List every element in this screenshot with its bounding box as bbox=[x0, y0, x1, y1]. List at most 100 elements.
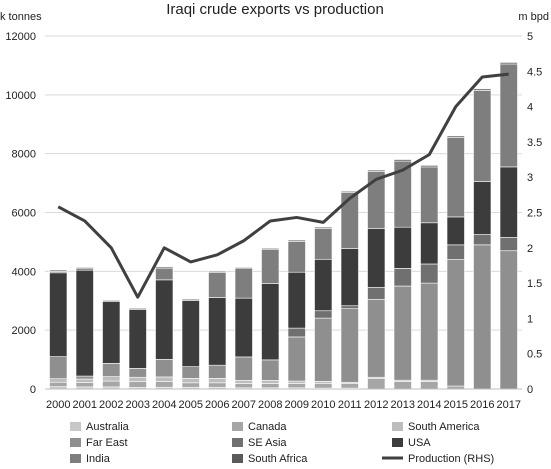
y-tick-label: 6000 bbox=[12, 208, 36, 220]
bar-segment bbox=[420, 263, 439, 284]
bar-segment bbox=[208, 382, 227, 388]
legend: Australia Canada South America Far East SE A… bbox=[70, 421, 494, 465]
legend-swatch bbox=[392, 438, 403, 447]
bar-segment bbox=[75, 378, 94, 383]
x-tick-label: 2001 bbox=[73, 399, 97, 411]
x-tick-label: 2010 bbox=[311, 399, 335, 411]
bar-segment bbox=[261, 249, 280, 284]
axis-layer: 0 2000 4000 6000 8000 10000 12000 0 0.5 1 1.5 2 2.5 3… bbox=[5, 31, 542, 411]
bar-segment bbox=[287, 327, 306, 338]
bar-segment bbox=[446, 135, 465, 138]
legend-swatch bbox=[392, 422, 403, 431]
chart-title: Iraqi crude exports vs production bbox=[166, 1, 384, 18]
x-tick-label: 2012 bbox=[364, 399, 388, 411]
bar-segment bbox=[314, 228, 333, 260]
bar-segment bbox=[314, 258, 333, 312]
x-tick-label: 2000 bbox=[46, 399, 70, 411]
bar-segment bbox=[181, 366, 200, 379]
legend-label: Far East bbox=[86, 437, 128, 449]
y-tick-label: 4000 bbox=[12, 266, 36, 278]
bar-segment bbox=[340, 383, 359, 389]
bar-segment bbox=[49, 269, 68, 272]
bar-segment bbox=[208, 271, 227, 273]
bar-segment bbox=[446, 244, 465, 260]
bar-segment bbox=[499, 166, 518, 238]
bar-segment bbox=[128, 368, 147, 378]
bar-segment bbox=[75, 375, 94, 380]
bar-segment bbox=[208, 378, 227, 384]
legend-label: South America bbox=[408, 421, 480, 433]
x-tick-label: 2016 bbox=[470, 399, 494, 411]
bar-segment bbox=[234, 356, 253, 381]
bar-segment bbox=[208, 272, 227, 298]
bar-segment bbox=[49, 381, 68, 387]
y2-tick-label: 5 bbox=[527, 31, 533, 43]
bar-segment bbox=[287, 380, 306, 384]
bar-segment bbox=[393, 159, 412, 162]
y2-axis-label: m bpd bbox=[518, 11, 549, 23]
bar-segment bbox=[287, 383, 306, 389]
bar-segment bbox=[499, 62, 518, 65]
bar-segment bbox=[287, 239, 306, 242]
y-tick-label: 8000 bbox=[12, 149, 36, 161]
bar-segment bbox=[314, 317, 333, 382]
bar-segment bbox=[49, 378, 68, 383]
bar-segment bbox=[340, 248, 359, 307]
bar-segment bbox=[234, 268, 253, 299]
bar-segment bbox=[367, 378, 386, 390]
bar-segment bbox=[49, 356, 68, 380]
bar-segment bbox=[155, 267, 174, 281]
x-tick-label: 2014 bbox=[417, 399, 441, 411]
bar-segment bbox=[155, 376, 174, 382]
bar-segment bbox=[261, 283, 280, 361]
bar-segment bbox=[420, 165, 439, 168]
bar-segment bbox=[367, 228, 386, 288]
x-tick-label: 2009 bbox=[285, 399, 309, 411]
bar-segment bbox=[234, 383, 253, 389]
x-tick-label: 2003 bbox=[126, 399, 150, 411]
bar-segment bbox=[473, 90, 492, 182]
bar-segment bbox=[261, 359, 280, 381]
bar-segment bbox=[473, 244, 492, 390]
y2-tick-label: 2 bbox=[527, 243, 533, 255]
y2-tick-label: 3 bbox=[527, 172, 533, 184]
y2-tick-label: 0.5 bbox=[527, 349, 542, 361]
bar-segment bbox=[234, 380, 253, 384]
bar-segment bbox=[499, 237, 518, 252]
bar-segment bbox=[155, 358, 174, 378]
line-layer bbox=[57, 72, 509, 299]
bar-segment bbox=[261, 380, 280, 384]
bar-segment bbox=[367, 287, 386, 300]
x-tick-label: 2007 bbox=[232, 399, 256, 411]
bar-segment bbox=[314, 226, 333, 229]
bar-segment bbox=[287, 336, 306, 382]
bar-segment bbox=[155, 279, 174, 360]
x-tick-label: 2005 bbox=[179, 399, 203, 411]
legend-label: South Africa bbox=[248, 453, 308, 465]
bar-segment bbox=[367, 169, 386, 172]
x-tick-label: 2004 bbox=[152, 399, 176, 411]
y-axis-label: k tonnes bbox=[0, 11, 42, 23]
y2-tick-label: 2.5 bbox=[527, 208, 542, 220]
bar-segment bbox=[367, 298, 386, 378]
bar-segment bbox=[287, 241, 306, 273]
bar-segment bbox=[49, 272, 68, 357]
bar-segment bbox=[499, 250, 518, 390]
bar-segment bbox=[473, 234, 492, 246]
legend-swatch bbox=[232, 438, 243, 447]
y2-tick-label: 1 bbox=[527, 313, 533, 325]
x-tick-label: 2013 bbox=[391, 399, 415, 411]
legend-label: Australia bbox=[86, 421, 130, 433]
bar-segment bbox=[208, 297, 227, 366]
bar-segment bbox=[393, 285, 412, 381]
bar-segment bbox=[128, 376, 147, 382]
bar-segment bbox=[340, 305, 359, 309]
bar-segment bbox=[234, 297, 253, 358]
bar-segment bbox=[446, 137, 465, 218]
y-tick-label: 12000 bbox=[5, 31, 36, 43]
bar-segment bbox=[261, 248, 280, 250]
legend-swatch bbox=[70, 438, 81, 447]
bar-segment bbox=[102, 363, 121, 377]
legend-label: Canada bbox=[248, 421, 287, 433]
